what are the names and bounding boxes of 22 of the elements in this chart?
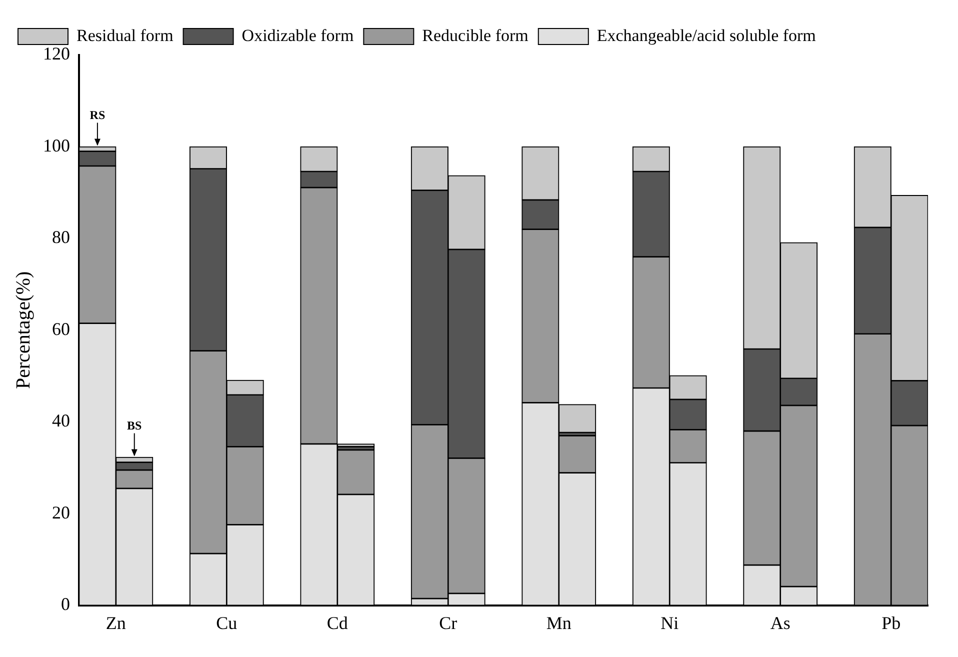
y-tick-label: 100 xyxy=(43,135,70,156)
x-tick-label: Ni xyxy=(660,613,679,634)
legend-label: Residual form xyxy=(76,26,174,45)
y-tick-label: 80 xyxy=(52,227,70,248)
y-axis-title: Percentage(%) xyxy=(12,271,34,390)
legend-label: Oxidizable form xyxy=(242,26,354,45)
y-tick-label: 0 xyxy=(61,594,70,614)
x-tick-label: Cu xyxy=(216,613,238,634)
x-tick-label: Zn xyxy=(106,613,126,634)
legend-label: Reducible form xyxy=(422,26,528,45)
x-tick-label: Cd xyxy=(326,613,348,634)
x-tick-label: As xyxy=(770,613,790,634)
legend-label: Exchangeable/acid soluble form xyxy=(596,26,816,45)
y-tick-label: 60 xyxy=(52,318,70,339)
y-tick-label: 20 xyxy=(52,502,70,522)
y-tick-label: 120 xyxy=(43,44,70,64)
x-tick-label: Pb xyxy=(882,613,901,634)
x-tick-label: Mn xyxy=(546,613,572,634)
annotation: RS xyxy=(90,108,106,122)
annotation: BS xyxy=(127,418,142,432)
y-tick-label: 40 xyxy=(52,410,70,431)
x-tick-label: Cr xyxy=(439,613,458,634)
